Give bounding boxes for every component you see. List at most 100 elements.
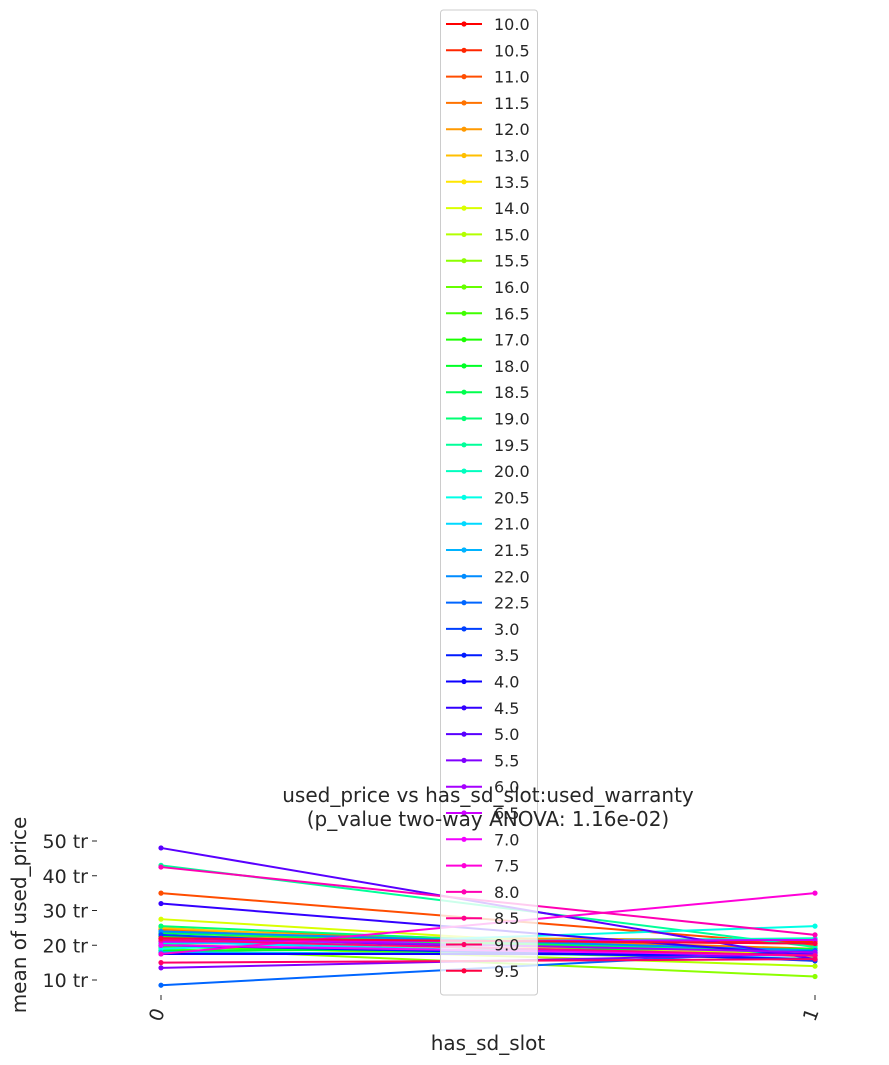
y-tick-label: 20 tr xyxy=(43,935,89,957)
legend-item: 10.5 xyxy=(446,41,530,60)
legend-swatch-marker xyxy=(461,258,467,264)
data-point xyxy=(158,900,164,907)
legend-swatch-marker xyxy=(461,47,467,53)
legend-item: 6.0 xyxy=(446,778,519,797)
y-tick-label: 50 tr xyxy=(43,831,89,853)
legend-item: 15.0 xyxy=(446,225,530,244)
legend-item: 4.5 xyxy=(446,699,519,718)
data-point xyxy=(812,923,818,929)
legend: 10.0 10.5 11.0 11.5 12.0 13.0 13.5 14.0 15.0 15.5… xyxy=(440,9,538,996)
legend-item: 8.5 xyxy=(446,909,519,928)
data-point xyxy=(158,951,164,957)
legend-label: 9.0 xyxy=(494,936,519,955)
legend-swatch-marker xyxy=(461,678,467,685)
legend-swatch-marker xyxy=(461,284,467,290)
legend-label: 4.5 xyxy=(494,699,519,718)
legend-swatch-marker xyxy=(461,231,467,237)
legend-swatch-marker xyxy=(461,205,467,211)
legend-label: 18.0 xyxy=(494,357,530,376)
legend-item: 13.5 xyxy=(446,173,530,192)
legend-label: 5.0 xyxy=(494,725,519,744)
legend-item: 18.0 xyxy=(446,357,530,376)
legend-frame xyxy=(440,9,538,996)
data-point xyxy=(812,940,818,947)
legend-swatch-marker xyxy=(461,363,467,369)
legend-item: 22.0 xyxy=(446,567,530,586)
legend-label: 21.0 xyxy=(494,515,530,534)
legend-swatch-marker xyxy=(461,705,467,711)
legend-item: 16.5 xyxy=(446,304,530,323)
legend-item: 16.0 xyxy=(446,278,530,297)
legend-item: 20.5 xyxy=(446,488,530,507)
legend-item: 9.5 xyxy=(446,962,519,981)
legend-item: 19.0 xyxy=(446,410,530,429)
legend-label: 9.5 xyxy=(494,962,519,981)
legend-item: 21.5 xyxy=(446,541,530,560)
legend-swatch-marker xyxy=(461,126,467,132)
legend-swatch-marker xyxy=(461,442,467,448)
legend-label: 12.0 xyxy=(494,120,530,139)
data-point xyxy=(158,923,164,929)
legend-item: 3.0 xyxy=(446,620,519,639)
legend-item: 21.0 xyxy=(446,515,530,534)
legend-item: 5.5 xyxy=(446,751,519,770)
x-axis-label: has_sd_slot xyxy=(431,1031,546,1055)
legend-label: 7.5 xyxy=(494,857,519,876)
legend-label: 21.5 xyxy=(494,541,530,560)
legend-swatch-marker xyxy=(461,757,467,764)
data-point xyxy=(812,890,818,896)
legend-item: 11.0 xyxy=(446,68,530,87)
legend-swatch-marker xyxy=(461,547,467,553)
legend-item: 18.5 xyxy=(446,383,530,402)
x-tick-label: 1 xyxy=(799,1006,824,1025)
legend-swatch-marker xyxy=(461,941,467,948)
legend-item: 17.0 xyxy=(446,331,530,350)
legend-item: 6.5 xyxy=(446,804,519,823)
legend-label: 20.0 xyxy=(494,462,530,481)
legend-item: 19.5 xyxy=(446,436,530,455)
data-point xyxy=(158,864,164,870)
data-point xyxy=(812,932,818,938)
legend-swatch-marker xyxy=(461,468,467,474)
legend-swatch-marker xyxy=(461,74,467,80)
legend-item: 12.0 xyxy=(446,120,530,139)
legend-label: 14.0 xyxy=(494,199,530,218)
legend-label: 15.5 xyxy=(494,252,530,271)
legend-swatch-marker xyxy=(461,310,467,316)
legend-label: 11.0 xyxy=(494,68,530,87)
legend-swatch-marker xyxy=(461,389,467,395)
legend-label: 5.5 xyxy=(494,751,519,770)
legend-swatch-marker xyxy=(461,100,467,106)
legend-item: 10.0 xyxy=(446,15,530,34)
legend-item: 20.0 xyxy=(446,462,530,481)
legend-item: 8.0 xyxy=(446,883,519,902)
legend-swatch-marker xyxy=(461,810,467,816)
data-point xyxy=(158,942,164,948)
legend-item: 9.0 xyxy=(446,936,519,955)
data-point xyxy=(158,845,164,851)
legend-swatch-marker xyxy=(461,968,467,974)
legend-item: 7.5 xyxy=(446,857,519,876)
legend-label: 4.0 xyxy=(494,673,519,692)
legend-swatch-marker xyxy=(461,21,467,27)
legend-label: 18.5 xyxy=(494,383,530,402)
x-tick-label: 0 xyxy=(145,1006,170,1025)
legend-label: 15.0 xyxy=(494,225,530,244)
legend-label: 19.5 xyxy=(494,436,530,455)
legend-item: 11.5 xyxy=(446,94,530,113)
legend-swatch-marker xyxy=(461,836,467,842)
legend-label: 22.5 xyxy=(494,594,530,613)
legend-label: 8.5 xyxy=(494,909,519,928)
legend-swatch-marker xyxy=(461,731,467,737)
legend-label: 20.5 xyxy=(494,488,530,507)
data-point xyxy=(158,916,164,922)
legend-item: 13.0 xyxy=(446,147,530,166)
legend-swatch-marker xyxy=(461,152,467,159)
legend-label: 3.0 xyxy=(494,620,519,639)
legend-label: 6.0 xyxy=(494,778,519,797)
legend-swatch-marker xyxy=(461,626,467,632)
legend-label: 10.5 xyxy=(494,41,530,60)
legend-label: 3.5 xyxy=(494,646,519,665)
y-tick-label: 40 tr xyxy=(43,866,89,888)
